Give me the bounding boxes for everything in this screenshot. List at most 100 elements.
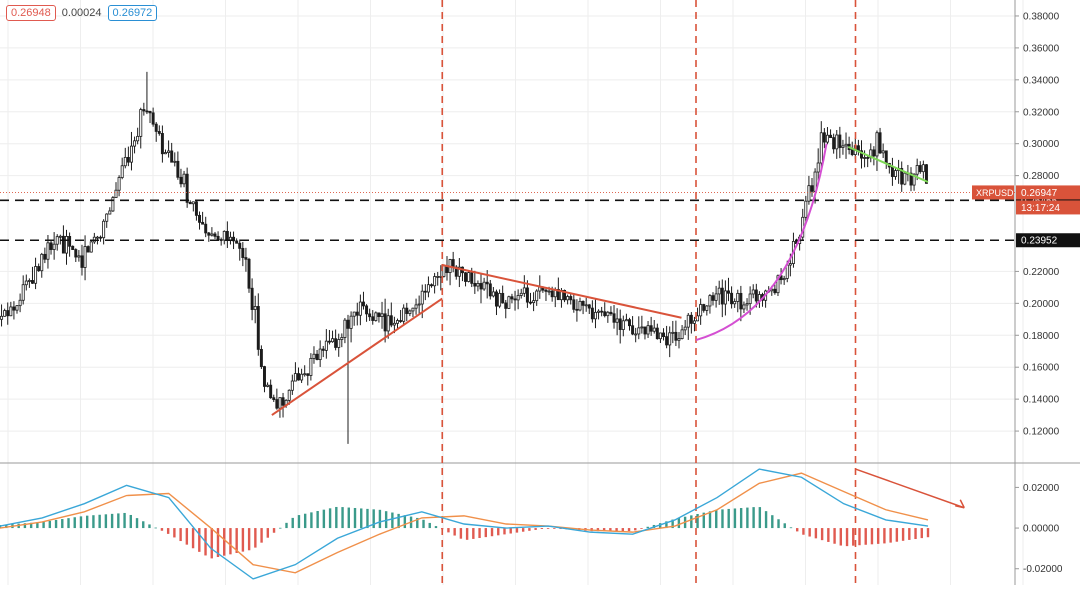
macd-histogram-bar (198, 528, 201, 552)
macd-histogram-bar (752, 507, 755, 529)
candle-body (866, 157, 870, 159)
macd-histogram-bar (347, 507, 350, 529)
candle-body (572, 299, 576, 310)
candle (198, 211, 202, 230)
candle (80, 244, 84, 276)
candle-body (89, 241, 93, 253)
candle (346, 314, 350, 444)
candle (247, 257, 251, 293)
candle-body (723, 290, 727, 305)
ask-price-box[interactable]: 0.26972 (107, 5, 158, 21)
candle (136, 127, 140, 145)
candle (609, 306, 613, 316)
macd-histogram-bar (820, 528, 824, 541)
candle-body (714, 293, 718, 301)
candle-body (621, 320, 625, 330)
macd-histogram-bar (434, 526, 438, 529)
macd-histogram-bar (671, 519, 674, 529)
candle-body (655, 327, 659, 340)
candle (841, 139, 845, 155)
candle-body (597, 310, 601, 313)
candle-body (74, 249, 78, 258)
macd-histogram-bar (98, 514, 101, 529)
candle (810, 178, 814, 197)
macd-histogram-bar (441, 528, 444, 530)
candle (773, 284, 777, 295)
candle-body (739, 292, 743, 310)
candle (74, 248, 78, 262)
candle (281, 392, 285, 418)
candle (624, 313, 628, 322)
candle-body (451, 259, 455, 268)
candle-body (519, 292, 523, 296)
macd-histogram-bar (104, 514, 108, 529)
candle (0, 304, 4, 327)
candle (52, 232, 56, 260)
y-tick-label: 0.30000 (1023, 139, 1060, 150)
candle (238, 239, 242, 261)
candle-body (210, 233, 214, 236)
macd-histogram-bar (397, 513, 400, 529)
candle (878, 127, 882, 155)
bid-price-box[interactable]: 0.26948 (6, 5, 56, 21)
macd-histogram-bar (870, 528, 874, 545)
macd-histogram-bar (310, 512, 313, 529)
candle (730, 286, 734, 309)
y-tick-label: 0.18000 (1023, 331, 1060, 342)
candle (30, 266, 34, 284)
candle (256, 293, 260, 356)
macd-histogram-bar (914, 528, 917, 540)
candle-body (606, 311, 610, 317)
macd-histogram-bar (920, 528, 923, 539)
candle (566, 294, 570, 305)
candle (736, 289, 740, 313)
candle-body (253, 306, 257, 310)
candle-body (154, 123, 158, 132)
candle-body (9, 306, 13, 317)
macd-histogram-bar (303, 513, 307, 529)
candle-body (671, 331, 675, 334)
candle-body (504, 302, 508, 309)
candle (825, 127, 829, 145)
candle-body (182, 173, 186, 185)
candle-body (649, 325, 653, 332)
candle (225, 221, 229, 249)
candle-body (838, 134, 842, 148)
candle (278, 397, 282, 418)
candle-body (40, 253, 44, 272)
macd-histogram-bar (254, 528, 257, 548)
candle-body (120, 165, 124, 178)
candle-body (417, 303, 421, 306)
candle-body (587, 304, 591, 309)
countdown-label: 13:17:24 (1021, 203, 1060, 214)
candle-body (575, 308, 579, 311)
macd-histogram-bar (708, 511, 712, 529)
candle-body (213, 233, 217, 237)
candle-body (389, 315, 393, 326)
macd-histogram-bar (223, 528, 226, 556)
symbol-tag-label: XRPUSD (976, 188, 1014, 198)
macd-histogram-bar (191, 528, 195, 549)
candle (126, 146, 130, 167)
candle-body (850, 149, 854, 156)
macd-histogram-bar (609, 528, 612, 532)
candle-body (726, 290, 730, 294)
candle-body (894, 170, 898, 177)
candle (822, 128, 826, 149)
macd-histogram-bar (297, 515, 301, 529)
candle (259, 345, 263, 369)
candle (6, 302, 10, 325)
macd-histogram-bar (814, 528, 818, 539)
macd-histogram-bar (322, 509, 326, 529)
candle-body (408, 310, 412, 314)
candle (782, 275, 786, 285)
candle-body (377, 312, 381, 317)
candle-body (863, 157, 867, 159)
macd-histogram-bar (833, 528, 836, 544)
candle-body (609, 311, 613, 315)
candle-body (83, 246, 87, 268)
candle-body (269, 384, 273, 399)
macd-y-tick-label: -0.02000 (1023, 564, 1063, 575)
